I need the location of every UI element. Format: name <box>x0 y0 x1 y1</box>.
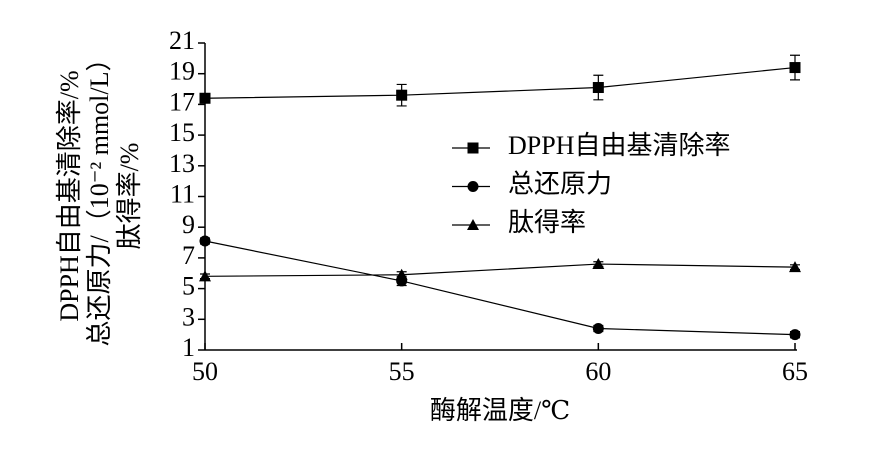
x-tick-label: 65 <box>782 357 808 386</box>
x-axis-label: 酶解温度/℃ <box>430 396 570 425</box>
marker <box>199 235 211 247</box>
marker <box>789 261 801 273</box>
y-tick-label: 13 <box>169 149 195 178</box>
legend-marker <box>467 142 479 154</box>
series-line <box>204 263 796 277</box>
marker <box>199 270 211 282</box>
y-tick-label: 19 <box>169 57 195 86</box>
x-tick-label: 55 <box>389 357 415 386</box>
y-tick-label: 3 <box>182 302 195 331</box>
legend-marker <box>467 219 479 230</box>
series-line <box>204 240 796 336</box>
legend-label: 总还原力 <box>508 169 612 198</box>
marker <box>789 62 801 74</box>
y-tick-label: 21 <box>169 26 195 55</box>
legend-label: DPPH自由基清除率 <box>508 131 730 160</box>
y-tick-label: 9 <box>182 210 195 239</box>
marker <box>592 258 605 270</box>
y-tick-label: 17 <box>169 87 195 116</box>
y-tick-label: 5 <box>182 272 195 301</box>
series-line <box>204 66 796 99</box>
y-axis-label: 肽得率/% <box>115 143 144 250</box>
y-tick-label: 11 <box>170 179 195 208</box>
marker <box>395 268 408 280</box>
x-tick-label: 50 <box>192 357 218 386</box>
y-tick-label: 15 <box>169 118 195 147</box>
legend-marker <box>467 181 479 192</box>
x-tick-label: 60 <box>585 357 611 386</box>
legend-label: 肽得率 <box>508 208 586 237</box>
marker <box>592 82 604 94</box>
y-axis-label: 总还原力/（10⁻² mmol/L） <box>85 45 114 346</box>
marker <box>592 323 604 335</box>
marker <box>199 92 211 104</box>
marker <box>396 89 408 101</box>
y-tick-label: 7 <box>182 241 195 270</box>
y-axis-label: DPPH自由基清除率/% <box>55 70 84 321</box>
marker <box>789 329 801 341</box>
y-tick-label: 1 <box>182 333 195 362</box>
